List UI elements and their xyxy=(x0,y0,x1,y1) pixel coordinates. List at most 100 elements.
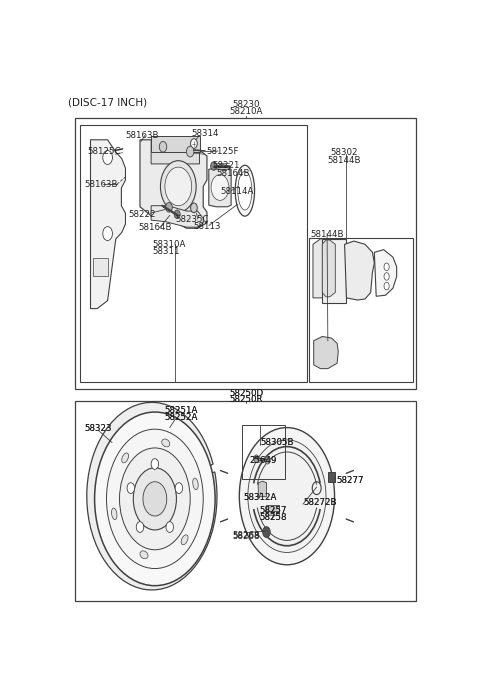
Text: 58163B: 58163B xyxy=(84,180,118,189)
Text: 58221: 58221 xyxy=(213,161,240,170)
Circle shape xyxy=(211,161,216,171)
Text: 58268: 58268 xyxy=(232,531,260,540)
Circle shape xyxy=(263,527,270,537)
Circle shape xyxy=(174,210,180,219)
Bar xyxy=(75,401,416,601)
Text: 58250R: 58250R xyxy=(229,395,263,404)
Circle shape xyxy=(265,457,270,464)
Text: 58310A: 58310A xyxy=(152,240,186,248)
Ellipse shape xyxy=(111,508,117,520)
Text: 58251A: 58251A xyxy=(164,406,198,415)
Text: 58113: 58113 xyxy=(193,222,221,231)
Circle shape xyxy=(143,482,167,516)
Text: 58302: 58302 xyxy=(331,148,358,157)
Polygon shape xyxy=(374,250,396,296)
Text: 58314: 58314 xyxy=(191,129,218,139)
Polygon shape xyxy=(151,140,200,164)
Text: (DISC-17 INCH): (DISC-17 INCH) xyxy=(68,98,147,108)
Bar xyxy=(151,136,200,152)
Circle shape xyxy=(186,146,194,157)
Polygon shape xyxy=(258,481,266,497)
Text: 58222: 58222 xyxy=(129,209,156,219)
Text: 58268: 58268 xyxy=(232,532,260,541)
Ellipse shape xyxy=(193,478,198,490)
Circle shape xyxy=(175,483,182,493)
Ellipse shape xyxy=(181,535,188,545)
Circle shape xyxy=(159,141,167,152)
Bar xyxy=(266,511,279,515)
Circle shape xyxy=(160,161,196,212)
Text: 58250R: 58250R xyxy=(229,395,263,404)
Text: 58230: 58230 xyxy=(232,100,260,109)
Text: 58144B: 58144B xyxy=(310,230,344,239)
Text: 58323: 58323 xyxy=(84,424,112,433)
Polygon shape xyxy=(140,140,207,228)
Polygon shape xyxy=(209,168,231,207)
Text: 58210A: 58210A xyxy=(229,107,263,116)
Ellipse shape xyxy=(122,453,129,463)
Polygon shape xyxy=(313,239,325,298)
Bar xyxy=(75,118,416,389)
Circle shape xyxy=(191,203,197,213)
Text: 58163B: 58163B xyxy=(125,131,158,140)
Text: 58258: 58258 xyxy=(259,512,287,521)
Polygon shape xyxy=(322,240,335,296)
Bar xyxy=(266,505,279,511)
Polygon shape xyxy=(314,336,338,369)
Polygon shape xyxy=(345,241,374,300)
Circle shape xyxy=(166,203,172,212)
Text: 58277: 58277 xyxy=(336,475,363,484)
Text: 58251A: 58251A xyxy=(164,406,198,415)
Text: 58164B: 58164B xyxy=(216,168,250,177)
Text: 58257: 58257 xyxy=(259,505,287,514)
Ellipse shape xyxy=(162,439,170,447)
Text: 25649: 25649 xyxy=(249,457,276,466)
Circle shape xyxy=(133,468,177,530)
Ellipse shape xyxy=(140,551,148,559)
Circle shape xyxy=(211,175,229,200)
Text: 58257: 58257 xyxy=(259,505,287,514)
Circle shape xyxy=(151,459,158,469)
Circle shape xyxy=(384,263,389,271)
Text: 58252A: 58252A xyxy=(164,413,198,422)
Text: 58272B: 58272B xyxy=(303,498,336,507)
Circle shape xyxy=(384,273,389,280)
Polygon shape xyxy=(91,140,125,308)
Circle shape xyxy=(248,440,326,553)
Wedge shape xyxy=(87,402,217,590)
Text: 58312A: 58312A xyxy=(243,493,277,502)
Circle shape xyxy=(384,283,389,290)
Polygon shape xyxy=(151,206,203,227)
Text: 58305B: 58305B xyxy=(260,438,294,447)
Text: 58323: 58323 xyxy=(84,424,112,433)
Text: 25649: 25649 xyxy=(249,457,276,466)
Wedge shape xyxy=(152,413,202,460)
Text: 58272B: 58272B xyxy=(303,498,336,507)
Bar xyxy=(241,425,286,479)
Text: 58311: 58311 xyxy=(152,247,180,255)
Bar xyxy=(309,238,413,382)
Text: 58164B: 58164B xyxy=(138,223,172,232)
Bar xyxy=(322,239,347,303)
Ellipse shape xyxy=(238,171,252,210)
Text: 58250D: 58250D xyxy=(229,389,263,398)
Text: 58114A: 58114A xyxy=(220,187,253,196)
Circle shape xyxy=(136,522,144,532)
Bar xyxy=(328,472,335,482)
Text: 58305B: 58305B xyxy=(260,438,294,447)
Circle shape xyxy=(165,167,192,206)
Text: 58258: 58258 xyxy=(259,512,287,521)
Bar xyxy=(93,258,108,276)
Ellipse shape xyxy=(235,165,254,216)
Circle shape xyxy=(103,227,112,241)
Bar xyxy=(81,125,307,382)
Text: 58144B: 58144B xyxy=(327,156,360,165)
Text: 58277: 58277 xyxy=(336,475,363,484)
Text: 58125C: 58125C xyxy=(87,147,120,155)
Circle shape xyxy=(254,455,259,462)
Text: 58252A: 58252A xyxy=(164,413,198,422)
Text: 58125F: 58125F xyxy=(206,147,239,155)
Circle shape xyxy=(107,429,203,569)
Circle shape xyxy=(127,483,134,493)
Circle shape xyxy=(191,139,197,148)
